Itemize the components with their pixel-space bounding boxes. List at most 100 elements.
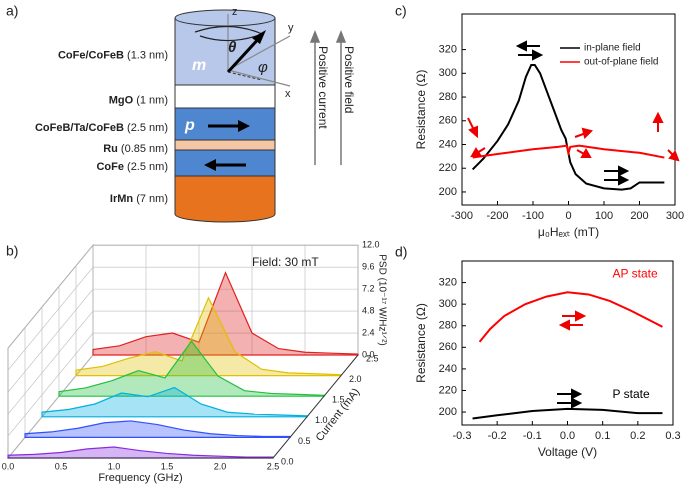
x-tick-label: 2.5 [267,461,280,471]
panel-label: c) [395,3,407,19]
y-tick-label: 0.0 [281,456,294,466]
x-tick-label: -300 [451,210,473,222]
layer-name: Ru [103,143,118,155]
x-tick-label: 1.5 [161,461,174,471]
layer-label: IrMn (7 nm) [110,193,168,205]
y-tick-label: 300 [439,298,457,310]
x-tick-label: 0.0 [560,430,575,442]
spectrum [7,446,274,459]
layer-name: CoFeB/Ta/CoFeB [35,122,124,134]
x-tick-label: 1.0 [108,461,121,471]
spectrum [92,271,359,356]
p-symbol: p [184,117,195,134]
theta: θ [228,39,237,56]
x-tick-label: -100 [522,210,544,222]
x-axis-title: Voltage (V) [538,445,597,459]
z-tick-label: 0.0 [362,349,375,359]
y-tick-label: 1.5 [332,395,345,405]
y-tick-label: 1.0 [315,415,328,425]
y-axis-title: Resistance (Ω) [414,70,428,150]
y-tick-label: 200 [439,186,457,198]
layer-name: MgO [109,94,134,106]
spectrum [58,340,325,397]
layer-label: Ru (0.85 nm) [103,143,168,155]
phi: φ [258,59,268,76]
stack-diagram: a) CoFe/CoFeB (1.3 nm) MgO (1 nm) CoFeB/Ta… [6,3,356,223]
z-tick-label: 9.6 [362,262,375,272]
y-tick-label: 2.5 [366,353,379,363]
z-tick-label: 2.4 [362,327,375,337]
x-tick-label: 0 [565,210,571,222]
layer-thickness: (7 nm) [136,193,168,205]
annotation: Field: 30 mT [252,255,319,269]
series-line [472,144,665,159]
series-line [478,291,663,343]
layer-thickness: (1 nm) [136,94,168,106]
y-tick-label: 280 [439,320,457,332]
x-tick-label: -0.1 [523,430,542,442]
x-tick-label: 0.2 [630,430,645,442]
x-tick-label: 200 [630,210,648,222]
y-tick-label: 320 [439,276,457,288]
arrowhead [204,159,216,171]
plot-frame [461,13,676,206]
coordinate-axes [194,14,291,87]
y-tick-label: 0.5 [298,436,311,446]
layer-name: IrMn [110,193,134,205]
spectrum [75,296,342,377]
y-tick-label: 260 [439,115,457,127]
line-chart: d) -0.3 -0.2 -0.1 0.0 0.1 0.2 0.3 200 220 240 260 28… [395,244,681,459]
axis-label: x [285,88,291,100]
y-tick-label: 300 [439,67,457,79]
y-tick-label: 260 [439,341,457,353]
y-tick-label: 220 [439,162,457,174]
layer-thickness: (0.85 nm) [121,143,168,155]
wall [7,243,94,460]
projection [227,71,263,81]
x-tick-label: 100 [595,210,613,222]
x-tick-label: -200 [486,210,508,222]
layer [174,175,276,223]
y-tick-label: 2.0 [349,374,362,384]
layer-name: CoFe [96,161,124,173]
layers: CoFe/CoFeB (1.3 nm) MgO (1 nm) CoFeB/Ta/Co… [35,9,276,223]
x-tick-label: -0.3 [453,430,472,442]
x-tick-label: 0.3 [665,430,680,442]
layer-thickness: (1.3 nm) [127,49,168,61]
annotation-arrows [467,40,680,409]
panel-label: d) [395,244,407,260]
y-axis-title: Resistance (Ω) [414,303,428,383]
layer-label: CoFeB/Ta/CoFeB (2.5 nm) [35,122,168,134]
z-tick-label: 12.0 [362,240,380,250]
z-tick-label: 4.8 [362,305,375,315]
series-label: AP state [613,266,658,280]
x-tick-label: 0.0 [2,461,15,471]
x-axis-title: Frequency (GHz) [98,472,182,484]
arrowhead [238,120,250,132]
axis [8,354,359,459]
spectrum [24,420,291,438]
layer-label: CoFe (2.5 nm) [96,161,168,173]
layer-thickness: (2.5 nm) [127,122,168,134]
z-tick-label: 7.2 [362,283,375,293]
x-tick-label: 2.0 [214,461,227,471]
current-field-arrows [309,29,347,165]
y-tick-label: 240 [439,138,457,150]
legend-label: out-of-plane field [584,57,659,68]
x-tick-label: 300 [666,210,684,222]
m-symbol: m [192,57,206,74]
x-tick-label: 0.5 [55,461,68,471]
current-label: Positive current [316,46,330,129]
panel-label: b) [6,243,18,259]
series-line [471,64,665,191]
x-tick-label: -0.2 [488,430,507,442]
line-chart: c) -300 -200 -100 0 100 200 300 200 220 240 260 280 3… [395,3,684,239]
layer-top [174,9,276,27]
y-tick-label: 320 [439,43,457,55]
layer-thickness: (2.5 nm) [127,161,168,173]
x-axis-title: μ₀Hₑₓₜ (mT) [538,225,599,239]
y-tick-label: 280 [439,91,457,103]
series-line [472,407,663,420]
y-tick-label: 220 [439,384,457,396]
